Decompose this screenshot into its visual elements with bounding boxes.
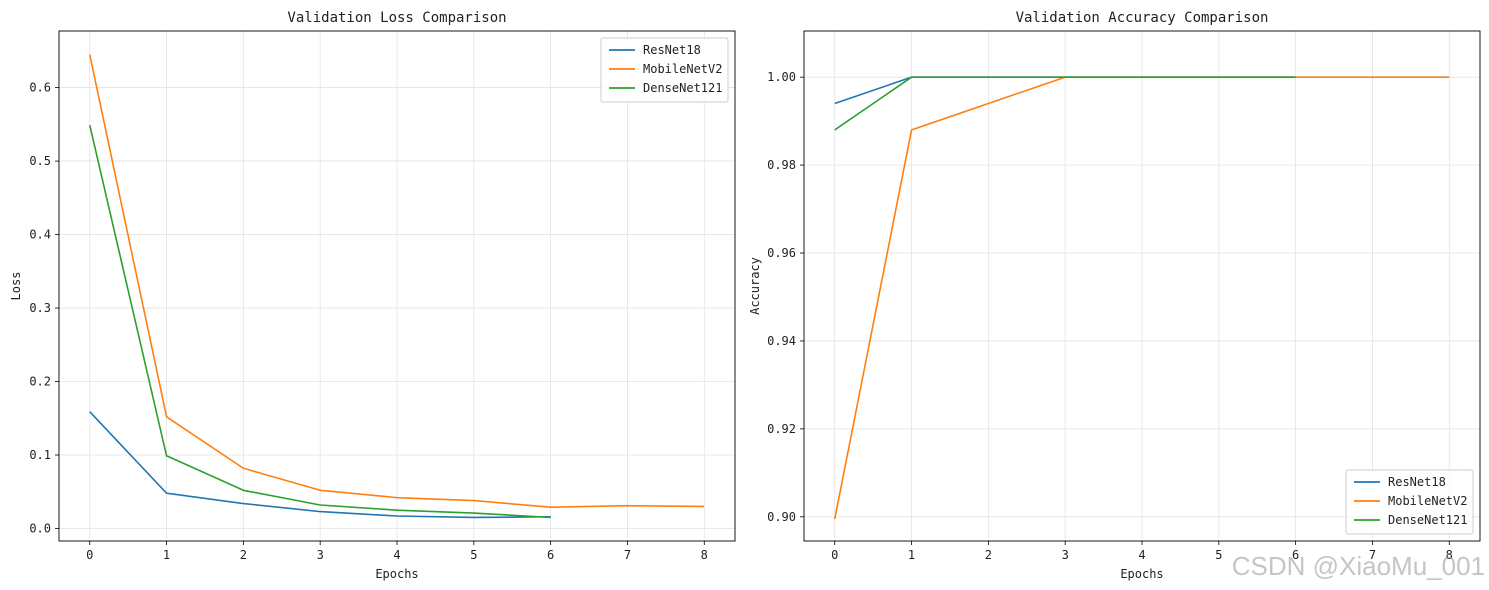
x-tick-label: 4 <box>1138 548 1145 562</box>
x-tick-label: 5 <box>470 548 477 562</box>
x-tick-label: 1 <box>908 548 915 562</box>
x-tick-label: 0 <box>831 548 838 562</box>
y-tick-label: 0.2 <box>29 375 51 389</box>
legend-label: MobileNetV2 <box>1388 494 1467 508</box>
series-line-resnet18 <box>89 411 551 519</box>
y-tick-label: 0.98 <box>767 158 796 172</box>
series-line-densenet121 <box>834 76 1296 131</box>
watermark-text: CSDN @XiaoMu_001 <box>1232 551 1485 581</box>
x-tick-label: 8 <box>1446 548 1453 562</box>
accuracy-chart-panel: 0 1 2 3 4 5 6 7 8 0.90 0.92 0.94 0.96 0.98 1.00 Validat… <box>748 10 1481 581</box>
x-axis-label: Epochs <box>375 567 418 581</box>
legend-box <box>600 37 729 103</box>
series-line-densenet121 <box>88 124 551 519</box>
x-tick-label: 3 <box>317 548 324 562</box>
legend-box <box>1345 469 1474 535</box>
x-tick-label: 3 <box>1062 548 1069 562</box>
legend-label: DenseNet121 <box>1388 513 1467 527</box>
x-tick-label: 2 <box>985 548 992 562</box>
x-tick-label: 2 <box>240 548 247 562</box>
legend-label: DenseNet121 <box>643 81 722 95</box>
x-tick-label: 5 <box>1215 548 1222 562</box>
legend-label: MobileNetV2 <box>643 62 722 76</box>
x-tick-label: 7 <box>1369 548 1376 562</box>
x-tick-label: 7 <box>624 548 631 562</box>
x-tick-label: 1 <box>163 548 170 562</box>
y-tick-label: 0.92 <box>767 422 796 436</box>
x-tick-label: 8 <box>701 548 708 562</box>
y-axis-label: Loss <box>9 272 23 301</box>
x-tick-label: 6 <box>1292 548 1299 562</box>
y-tick-label: 0.6 <box>29 81 51 95</box>
legend-label: ResNet18 <box>643 43 701 57</box>
chart-title: Validation Accuracy Comparison <box>1016 10 1269 26</box>
y-tick-label: 0.3 <box>29 301 51 315</box>
y-tick-label: 0.4 <box>29 228 51 242</box>
y-tick-label: 0.94 <box>767 334 796 348</box>
y-tick-label: 0.0 <box>29 522 51 536</box>
x-tick-label: 4 <box>393 548 400 562</box>
legend-label: ResNet18 <box>1388 475 1446 489</box>
y-tick-label: 0.1 <box>29 448 51 462</box>
y-tick-label: 0.96 <box>767 246 796 260</box>
x-tick-label: 0 <box>86 548 93 562</box>
y-axis-label: Accuracy <box>748 257 762 315</box>
loss-chart-panel: 0 1 2 3 4 5 6 7 8 0.0 0.1 0.2 0.3 0.4 0.5 0.6 Validation… <box>9 10 736 581</box>
y-tick-label: 0.5 <box>29 154 51 168</box>
x-tick-label: 6 <box>547 548 554 562</box>
chart-title: Validation Loss Comparison <box>287 10 506 26</box>
y-tick-label: 0.90 <box>767 510 796 524</box>
y-tick-label: 1.00 <box>767 70 796 84</box>
series-line-mobilenetv2 <box>88 54 705 509</box>
x-axis-label: Epochs <box>1120 567 1163 581</box>
